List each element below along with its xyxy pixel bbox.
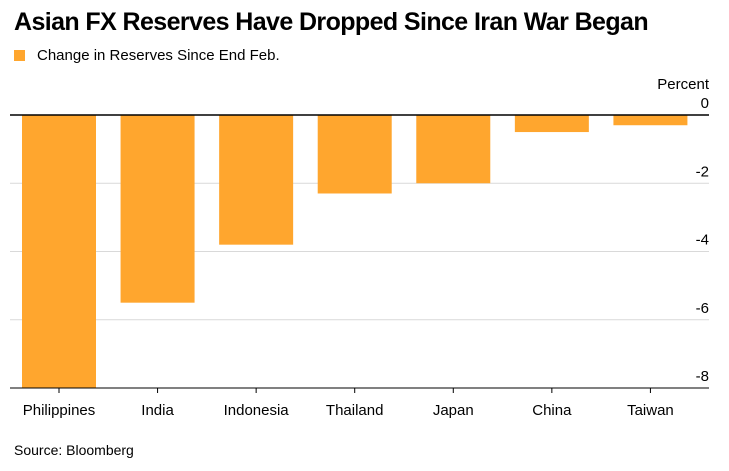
y-tick-label: -8 (696, 368, 709, 385)
y-tick-label: 0 (701, 95, 709, 112)
x-tick-label: Philippines (23, 402, 96, 419)
legend-label: Change in Reserves Since End Feb. (37, 47, 280, 64)
source-note: Source: Bloomberg (14, 442, 134, 458)
x-tick-labels: Philippines India Indonesia Thailand Japan Ch… (23, 402, 674, 419)
bar-thailand (317, 115, 392, 194)
legend: Change in Reserves Since End Feb. (14, 47, 280, 64)
y-tick-label: -6 (696, 300, 709, 317)
bars (22, 115, 688, 388)
x-tick-marks (10, 387, 709, 393)
bar-india (120, 115, 195, 303)
x-tick-label: India (141, 402, 174, 419)
y-tick-label: -2 (696, 163, 709, 180)
x-tick-label: China (532, 402, 572, 419)
bar-china (514, 115, 589, 133)
chart-title: Asian FX Reserves Have Dropped Since Ira… (14, 8, 649, 36)
bar-indonesia (219, 115, 294, 245)
y-tick-label: -4 (696, 232, 709, 249)
x-tick-label: Japan (433, 402, 474, 419)
y-tick-labels: 0 -2 -4 -6 -8 (696, 95, 709, 385)
bar-philippines (22, 115, 96, 388)
gridlines (10, 182, 709, 389)
bar-japan (416, 115, 491, 184)
x-tick-label: Thailand (326, 402, 384, 419)
bar-taiwan (613, 115, 688, 126)
legend-swatch (14, 50, 25, 61)
x-tick-label: Indonesia (224, 402, 290, 419)
y-axis-label: Percent (657, 76, 710, 93)
x-tick-label: Taiwan (627, 402, 674, 419)
